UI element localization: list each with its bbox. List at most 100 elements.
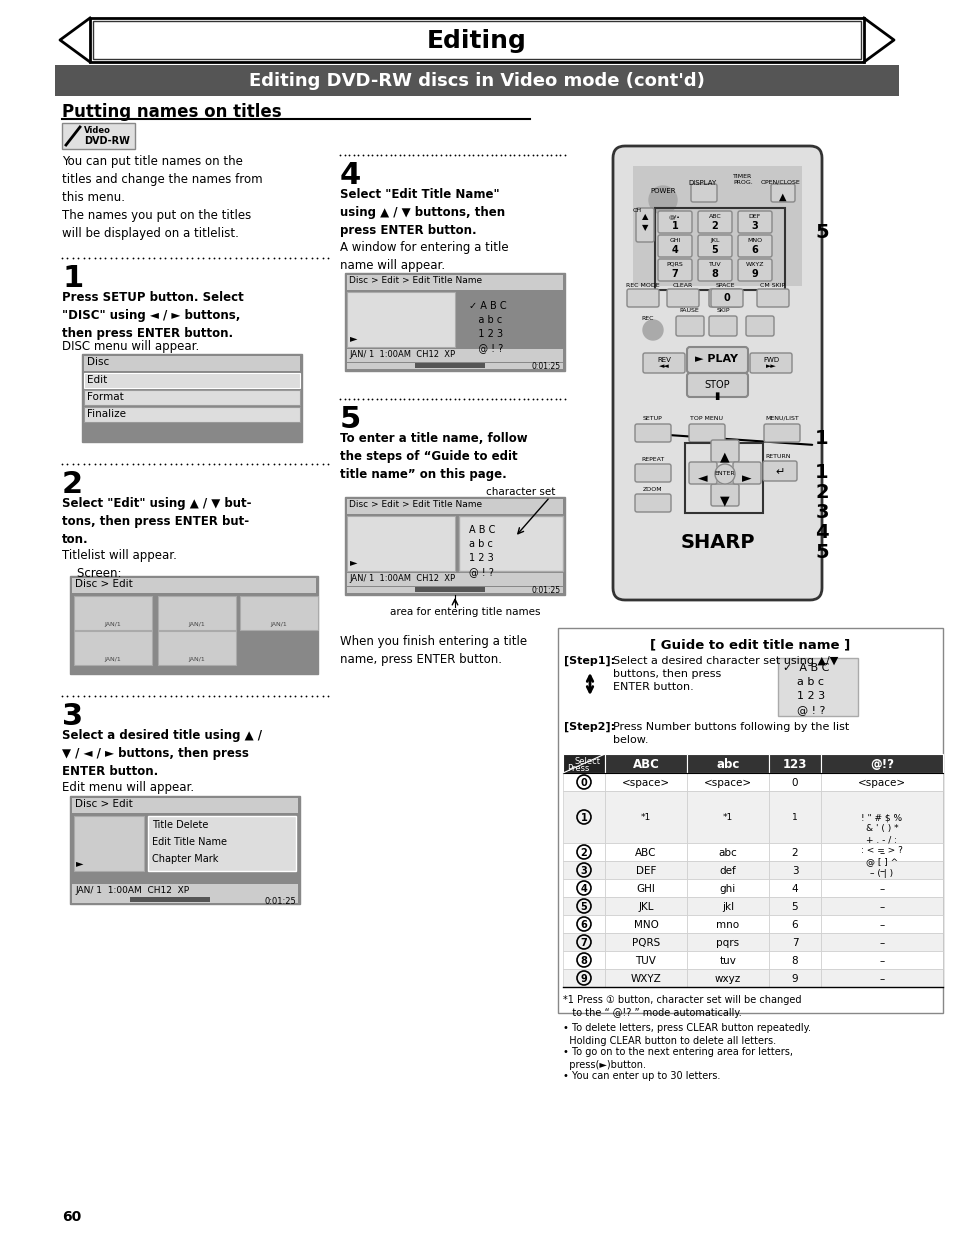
FancyBboxPatch shape (562, 790, 604, 844)
Text: JAN/1: JAN/1 (189, 657, 205, 662)
FancyBboxPatch shape (415, 587, 484, 592)
Text: –: – (879, 920, 883, 930)
Text: TUV: TUV (635, 956, 656, 966)
Text: OPEN/CLOSE: OPEN/CLOSE (760, 180, 800, 185)
Text: 1: 1 (814, 463, 828, 483)
Text: 0: 0 (580, 778, 587, 788)
Text: RETURN: RETURN (764, 454, 790, 459)
Text: [Step1]:: [Step1]: (563, 656, 615, 666)
FancyBboxPatch shape (708, 316, 737, 336)
Text: ▲: ▲ (779, 191, 786, 203)
Circle shape (577, 918, 590, 931)
Text: 9: 9 (791, 974, 798, 984)
Text: TOP MENU: TOP MENU (690, 416, 722, 421)
FancyBboxPatch shape (562, 879, 604, 897)
FancyBboxPatch shape (562, 897, 604, 915)
Text: WXYZ: WXYZ (630, 974, 660, 984)
FancyBboxPatch shape (768, 932, 821, 951)
Text: • To delete letters, press CLEAR button repeatedly.
  Holding CLEAR button to de: • To delete letters, press CLEAR button … (562, 1023, 810, 1046)
Text: JAN/ 1  1:00AM  CH12  XP: JAN/ 1 1:00AM CH12 XP (75, 885, 189, 895)
FancyBboxPatch shape (562, 773, 604, 790)
FancyBboxPatch shape (686, 915, 768, 932)
Text: 5: 5 (791, 902, 798, 911)
Text: *1: *1 (722, 813, 732, 823)
Circle shape (577, 845, 590, 860)
FancyBboxPatch shape (821, 790, 942, 844)
FancyBboxPatch shape (562, 844, 604, 861)
FancyBboxPatch shape (347, 587, 562, 593)
Text: 6: 6 (791, 920, 798, 930)
FancyBboxPatch shape (658, 259, 691, 282)
Text: 3: 3 (751, 221, 758, 231)
Text: REC MODE: REC MODE (625, 283, 659, 288)
Text: Edit Title Name: Edit Title Name (152, 837, 227, 847)
FancyBboxPatch shape (562, 951, 604, 969)
FancyBboxPatch shape (558, 629, 942, 1013)
FancyBboxPatch shape (347, 350, 562, 362)
Text: 2: 2 (711, 221, 718, 231)
Text: MNO: MNO (633, 920, 658, 930)
FancyBboxPatch shape (604, 755, 686, 773)
FancyBboxPatch shape (821, 861, 942, 879)
FancyBboxPatch shape (708, 289, 740, 308)
FancyBboxPatch shape (604, 969, 686, 987)
Text: DEF: DEF (635, 866, 656, 876)
FancyBboxPatch shape (686, 844, 768, 861)
FancyBboxPatch shape (626, 289, 659, 308)
FancyBboxPatch shape (84, 408, 299, 422)
Text: Disc > Edit: Disc > Edit (75, 579, 132, 589)
Text: A B C
a b c
1 2 3
@ ! ?: A B C a b c 1 2 3 @ ! ? (469, 525, 495, 577)
Text: 60: 60 (62, 1210, 81, 1224)
Text: ABC: ABC (635, 848, 656, 858)
FancyBboxPatch shape (768, 951, 821, 969)
FancyBboxPatch shape (82, 354, 302, 442)
Circle shape (577, 971, 590, 986)
FancyBboxPatch shape (642, 353, 684, 373)
Text: WXYZ: WXYZ (745, 262, 763, 267)
FancyBboxPatch shape (345, 273, 564, 370)
FancyBboxPatch shape (347, 275, 562, 290)
FancyBboxPatch shape (562, 969, 604, 987)
Text: You can put title names on the
titles and change the names from
this menu.
The n: You can put title names on the titles an… (62, 156, 262, 240)
Circle shape (577, 935, 590, 948)
Text: 3: 3 (62, 701, 83, 731)
Text: PAUSE: PAUSE (679, 308, 698, 312)
Text: JAN/1: JAN/1 (105, 657, 121, 662)
Text: Select a desired character set using ▲/▼
buttons, then press
ENTER button.: Select a desired character set using ▲/▼… (613, 656, 838, 692)
FancyBboxPatch shape (768, 897, 821, 915)
Text: CH: CH (633, 207, 641, 212)
FancyBboxPatch shape (62, 124, 135, 149)
Text: –: – (879, 884, 883, 894)
Circle shape (648, 186, 677, 214)
Text: Editing DVD-RW discs in Video mode (cont'd): Editing DVD-RW discs in Video mode (cont… (249, 73, 704, 90)
FancyBboxPatch shape (686, 773, 768, 790)
FancyBboxPatch shape (666, 289, 699, 308)
Text: ✓  A B C
    a b c
    1 2 3
    @ ! ?: ✓ A B C a b c 1 2 3 @ ! ? (782, 663, 828, 715)
FancyBboxPatch shape (158, 597, 235, 630)
Text: wxyz: wxyz (714, 974, 740, 984)
Text: Press: Press (566, 764, 589, 773)
Text: <space>: <space> (857, 778, 905, 788)
Text: ▲: ▲ (720, 450, 729, 463)
Text: ENTER: ENTER (714, 471, 735, 475)
Circle shape (577, 810, 590, 824)
Text: 4: 4 (580, 884, 587, 894)
Text: 2: 2 (580, 848, 587, 858)
Text: 0:01:25: 0:01:25 (532, 585, 560, 595)
FancyBboxPatch shape (686, 932, 768, 951)
FancyBboxPatch shape (821, 897, 942, 915)
Text: TIMER
PROG.: TIMER PROG. (732, 174, 752, 185)
Text: REV
◄◄: REV ◄◄ (657, 357, 670, 369)
FancyBboxPatch shape (84, 356, 299, 370)
Text: ▲
▼: ▲ ▼ (641, 212, 648, 232)
Text: –: – (879, 848, 883, 858)
FancyBboxPatch shape (686, 897, 768, 915)
Text: ►: ► (350, 557, 357, 567)
Text: FWD
►►: FWD ►► (762, 357, 779, 369)
Text: ABC: ABC (632, 758, 659, 771)
FancyBboxPatch shape (686, 879, 768, 897)
FancyBboxPatch shape (347, 573, 562, 585)
Text: TUV: TUV (708, 262, 720, 267)
FancyBboxPatch shape (636, 207, 654, 242)
Text: SPACE: SPACE (715, 283, 734, 288)
